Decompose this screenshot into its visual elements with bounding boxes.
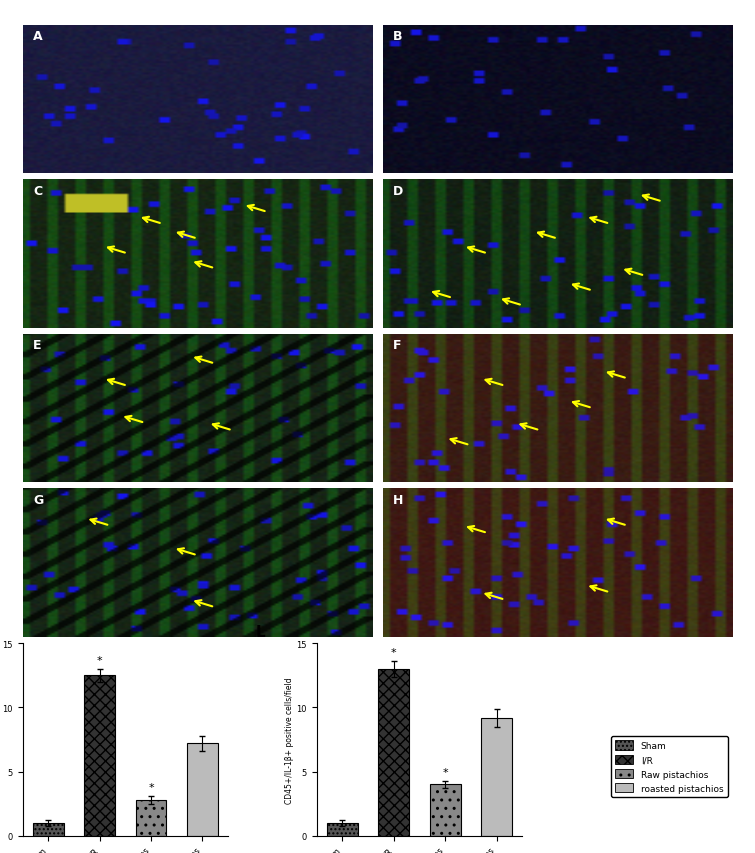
Text: B: B	[393, 30, 402, 43]
Text: F: F	[393, 339, 402, 352]
Text: C: C	[33, 184, 42, 197]
Text: G: G	[33, 493, 43, 507]
Text: A: A	[33, 30, 43, 43]
Y-axis label: CD45+/IL-1β+ positive cells/field: CD45+/IL-1β+ positive cells/field	[285, 676, 294, 803]
Text: *: *	[391, 647, 396, 658]
Bar	[136, 800, 166, 836]
Bar	[378, 669, 409, 836]
Text: *: *	[148, 782, 154, 792]
Bar	[430, 785, 461, 836]
Bar	[187, 744, 218, 836]
Bar	[33, 823, 63, 836]
Text: E: E	[33, 339, 42, 352]
Text: *: *	[442, 767, 448, 777]
Bar	[85, 676, 115, 836]
Text: L: L	[255, 624, 265, 640]
Text: D: D	[393, 184, 403, 197]
Bar	[481, 718, 512, 836]
Legend: Sham, I/R, Raw pistachios, roasted pistachios: Sham, I/R, Raw pistachios, roasted pista…	[611, 736, 728, 798]
Text: H: H	[393, 493, 404, 507]
Text: *: *	[97, 655, 103, 665]
Bar	[327, 823, 358, 836]
